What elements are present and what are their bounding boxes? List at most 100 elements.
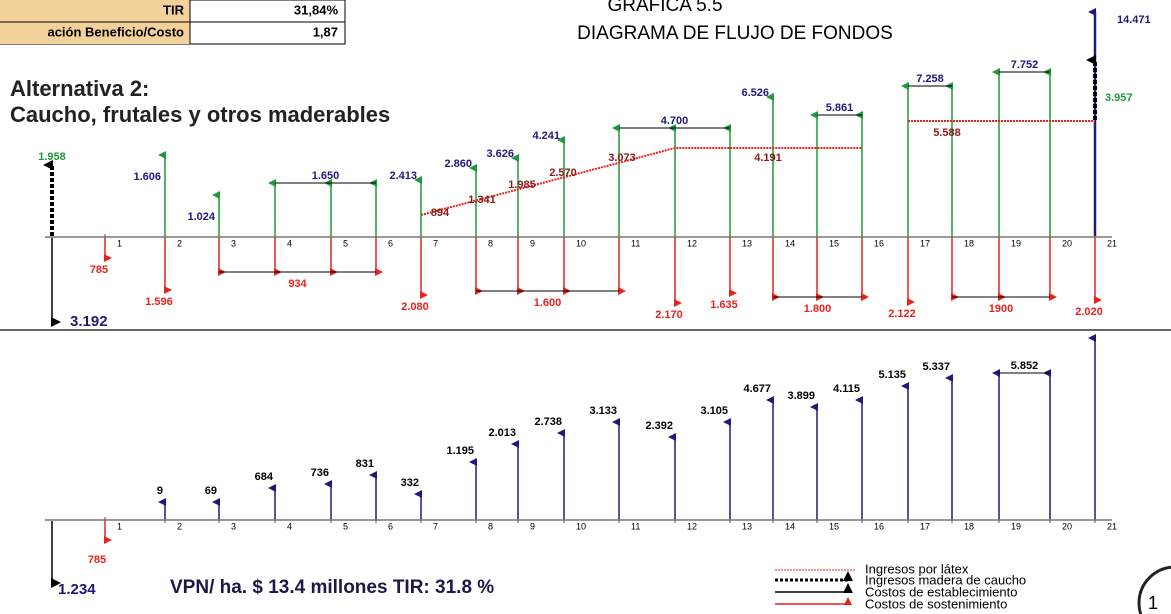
period-label: 16	[874, 521, 884, 531]
period-label: 3	[231, 521, 236, 531]
value-label: 3.192	[70, 313, 108, 330]
value-label: 7.752	[1011, 59, 1039, 71]
period-label: 20	[1062, 238, 1072, 248]
period-label: 14	[785, 521, 795, 531]
value-label: 332	[401, 477, 419, 489]
period-label: 21	[1107, 238, 1117, 248]
period-label: 10	[576, 521, 586, 531]
value-label: 1.024	[187, 211, 215, 223]
value-label: 2.170	[655, 309, 683, 321]
period-label: 16	[874, 238, 884, 248]
value-label: 2.413	[389, 170, 417, 182]
value-label: 1.606	[133, 171, 161, 183]
table-cell: 1,87	[313, 24, 338, 39]
value-label: 9	[157, 485, 163, 497]
period-label: 2	[177, 521, 182, 531]
period-label: 7	[433, 238, 438, 248]
value-label: 6.526	[741, 87, 769, 99]
value-label: 1.650	[312, 170, 340, 182]
heading: Caucho, frutales y otros maderables	[10, 102, 390, 127]
period-label: 21	[1107, 521, 1117, 531]
period-label: 5	[343, 521, 348, 531]
period-label: 17	[920, 238, 930, 248]
period-label: 20	[1062, 521, 1072, 531]
value-label: 4.677	[743, 383, 771, 395]
heading: Alternativa 2:	[10, 76, 149, 101]
period-label: 12	[687, 238, 697, 248]
period-label: 12	[687, 521, 697, 531]
period-label: 15	[829, 238, 839, 248]
legend-label: Ingresos por látex	[865, 561, 969, 576]
value-label: 1.985	[508, 179, 536, 191]
value-label: 7.258	[916, 73, 944, 85]
period-label: 11	[631, 238, 640, 248]
period-label: 6	[388, 238, 393, 248]
period-label: 4	[287, 521, 292, 531]
value-label: 2.013	[488, 427, 516, 439]
value-label: 2.080	[401, 301, 429, 313]
value-label: 1900	[989, 303, 1013, 315]
value-label: 4.115	[833, 383, 860, 395]
table-cell: TIR	[163, 2, 185, 17]
value-label: 2.738	[534, 416, 562, 428]
table-cell: 31,84%	[294, 2, 339, 17]
legend-label: Costos de sostenimiento	[865, 596, 1007, 611]
value-label: 736	[311, 467, 329, 479]
period-label: 1	[117, 521, 122, 531]
value-label: 4.191	[754, 152, 782, 164]
legend-label: Ingresos madera de caucho	[865, 572, 1026, 587]
value-label: 1.800	[804, 303, 832, 315]
value-label: 894	[431, 207, 450, 219]
value-label: 2.860	[444, 158, 472, 170]
value-label: 4.241	[532, 130, 560, 142]
value-label: 934	[288, 278, 307, 290]
period-label: 9	[530, 521, 535, 531]
result: VPN/ ha. $ 13.4 millones TIR: 31.8 %	[170, 577, 494, 598]
value-label: 5.861	[826, 102, 854, 114]
period-label: 17	[920, 521, 930, 531]
period-label: 13	[742, 521, 752, 531]
value-label: 69	[205, 485, 217, 497]
value-label: 3.073	[608, 152, 636, 164]
period-label: 15	[829, 521, 839, 531]
period-label: 2	[177, 238, 182, 248]
page-number: 1	[1148, 593, 1158, 613]
value-label: 3.105	[700, 405, 728, 417]
title: GRAFICA 5.5	[607, 0, 722, 16]
value-label: 785	[90, 264, 108, 276]
period-label: 3	[231, 238, 236, 248]
period-label: 18	[964, 238, 974, 248]
value-label: 1.958	[38, 151, 66, 163]
legend-label: Costos de establecimiento	[865, 584, 1017, 599]
value-label: 5.337	[922, 361, 950, 373]
value-label: 3.626	[486, 148, 514, 160]
period-label: 8	[488, 521, 493, 531]
value-label: 831	[356, 458, 374, 470]
period-label: 19	[1011, 521, 1021, 531]
table-cell: ación Beneficio/Costo	[47, 24, 184, 39]
period-label: 13	[742, 238, 752, 248]
value-label: 3.899	[787, 390, 815, 402]
value-label: 5.135	[878, 369, 906, 381]
value-label: 1.635	[710, 299, 738, 311]
page-badge	[1137, 565, 1171, 614]
value-label: 1.234	[58, 581, 96, 598]
period-label: 11	[631, 521, 640, 531]
value-label: 5.852	[1011, 360, 1039, 372]
value-label: 1.195	[446, 445, 474, 457]
value-label: 3.957	[1105, 92, 1133, 104]
period-label: 6	[388, 521, 393, 531]
value-label: 684	[255, 471, 274, 483]
value-label: 2.122	[888, 308, 916, 320]
latex-line	[420, 120, 1095, 216]
period-label: 7	[433, 521, 438, 531]
value-label: 2.392	[645, 420, 673, 432]
period-label: 10	[576, 238, 586, 248]
value-label: 1.596	[145, 296, 173, 308]
period-label: 18	[964, 521, 974, 531]
period-label: 9	[530, 238, 535, 248]
value-label: 14.471	[1117, 14, 1151, 26]
period-label: 14	[785, 238, 795, 248]
value-label: 3.133	[589, 405, 617, 417]
